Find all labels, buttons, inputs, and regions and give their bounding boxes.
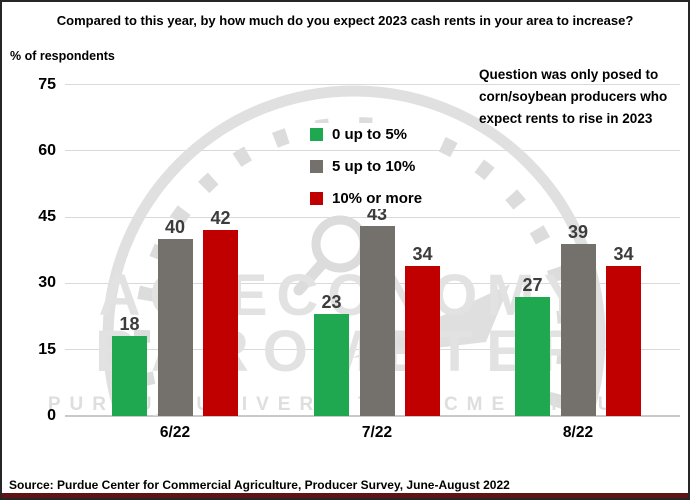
x-axis-line	[65, 415, 680, 417]
bar	[112, 336, 147, 416]
y-tick-label: 15	[38, 340, 56, 358]
bar	[515, 296, 550, 416]
legend-row: 10% or more	[308, 187, 431, 209]
source-note: Source: Purdue Center for Commercial Agr…	[9, 478, 510, 492]
legend-swatch-icon	[310, 191, 323, 205]
y-tick-label: 60	[38, 141, 56, 159]
x-category-label: 6/22	[159, 424, 191, 441]
bar-value-label: 23	[321, 292, 342, 313]
bar-value-label: 39	[567, 221, 589, 242]
bar	[606, 265, 641, 416]
bar-value-label: 34	[613, 243, 634, 264]
x-category-label: 7/22	[361, 424, 393, 441]
chart-title: Compared to this year, by how much do yo…	[56, 13, 634, 28]
bar-value-label: 18	[119, 314, 140, 335]
bottom-accent-bar	[2, 493, 688, 498]
bar	[203, 230, 238, 416]
bar-value-label: 40	[164, 217, 186, 238]
y-tick-label: 45	[38, 208, 56, 226]
bar-value-label: 42	[210, 208, 231, 229]
legend: 0 up to 5% 5 up to 10% 10% or more	[308, 123, 431, 219]
gridline	[65, 84, 680, 85]
legend-swatch-icon	[310, 159, 323, 173]
y-axis-label: % of respondents	[10, 49, 115, 63]
legend-label: 5 up to 10%	[332, 157, 416, 175]
legend-row: 5 up to 10%	[308, 155, 431, 177]
y-tick-label: 0	[47, 407, 56, 424]
legend-label: 10% or more	[332, 189, 423, 207]
bar	[405, 265, 440, 416]
bar-value-label: 27	[522, 274, 543, 295]
bar-value-label: 34	[412, 243, 433, 264]
legend-row: 0 up to 5%	[308, 123, 431, 145]
magnifier-icon	[311, 215, 369, 273]
bar	[314, 314, 349, 416]
annotation-note: Question was only posed to corn/soybean …	[479, 67, 668, 126]
y-tick-label: 75	[38, 75, 56, 93]
bar	[157, 239, 193, 416]
bar	[359, 225, 395, 416]
bar	[560, 243, 596, 416]
legend-swatch-icon	[310, 127, 323, 141]
x-category-label: 8/22	[562, 424, 594, 441]
legend-label: 0 up to 5%	[332, 125, 408, 143]
y-tick-label: 30	[38, 274, 56, 292]
